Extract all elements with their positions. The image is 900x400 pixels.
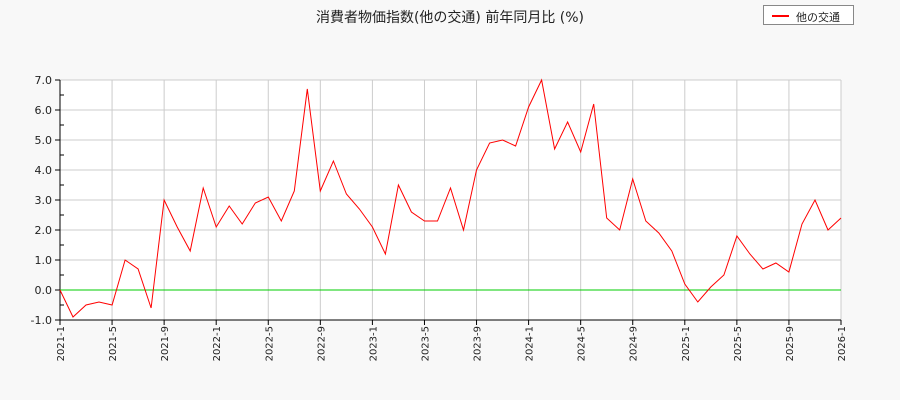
x-tick-label: 2024-5 bbox=[577, 326, 588, 361]
legend-line-swatch bbox=[772, 15, 789, 17]
y-tick-label: 0.0 bbox=[35, 284, 53, 297]
x-tick-label: 2023-1 bbox=[368, 326, 379, 361]
x-tick-label: 2022-9 bbox=[316, 326, 327, 361]
y-tick-label: 7.0 bbox=[35, 74, 53, 87]
chart-title: 消費者物価指数(他の交通) 前年同月比 (%) bbox=[315, 10, 585, 26]
y-tick-label: 2.0 bbox=[35, 224, 53, 237]
legend: 他の交通 bbox=[763, 5, 854, 25]
x-tick-label: 2025-5 bbox=[733, 326, 744, 361]
x-tick-label: 2022-1 bbox=[212, 326, 223, 361]
x-tick-label: 2022-5 bbox=[264, 326, 275, 361]
y-tick-label: 1.0 bbox=[35, 254, 53, 267]
y-tick-label: 5.0 bbox=[35, 134, 53, 147]
y-tick-label: 3.0 bbox=[35, 194, 53, 207]
x-tick-label: 2024-1 bbox=[525, 326, 536, 361]
y-axis: 7.0 6.0 5.0 4.0 3.0 2.0 1.0 0.0 -1.0 bbox=[31, 74, 64, 327]
x-tick-label: 2021-1 bbox=[56, 326, 67, 361]
y-tick-label: 4.0 bbox=[35, 164, 53, 177]
x-tick-label: 2021-9 bbox=[160, 326, 171, 361]
x-tick-label: 2024-9 bbox=[629, 326, 640, 361]
x-tick-label: 2025-1 bbox=[681, 326, 692, 361]
x-tick-label: 2023-9 bbox=[473, 326, 484, 361]
series-line-other-transport bbox=[59, 78, 842, 318]
x-tick-label: 2021-5 bbox=[108, 326, 119, 361]
x-tick-label: 2026-1 bbox=[837, 326, 848, 361]
x-axis: 2021-1 2021-5 2021-9 2022-1 2022-5 2022-9 2023… bbox=[56, 319, 848, 361]
x-tick-label: 2023-5 bbox=[420, 326, 431, 361]
legend-label: 他の交通 bbox=[796, 11, 840, 24]
y-tick-label: 6.0 bbox=[35, 104, 53, 117]
y-tick-label: -1.0 bbox=[31, 314, 52, 327]
x-tick-label: 2025-9 bbox=[785, 326, 796, 361]
